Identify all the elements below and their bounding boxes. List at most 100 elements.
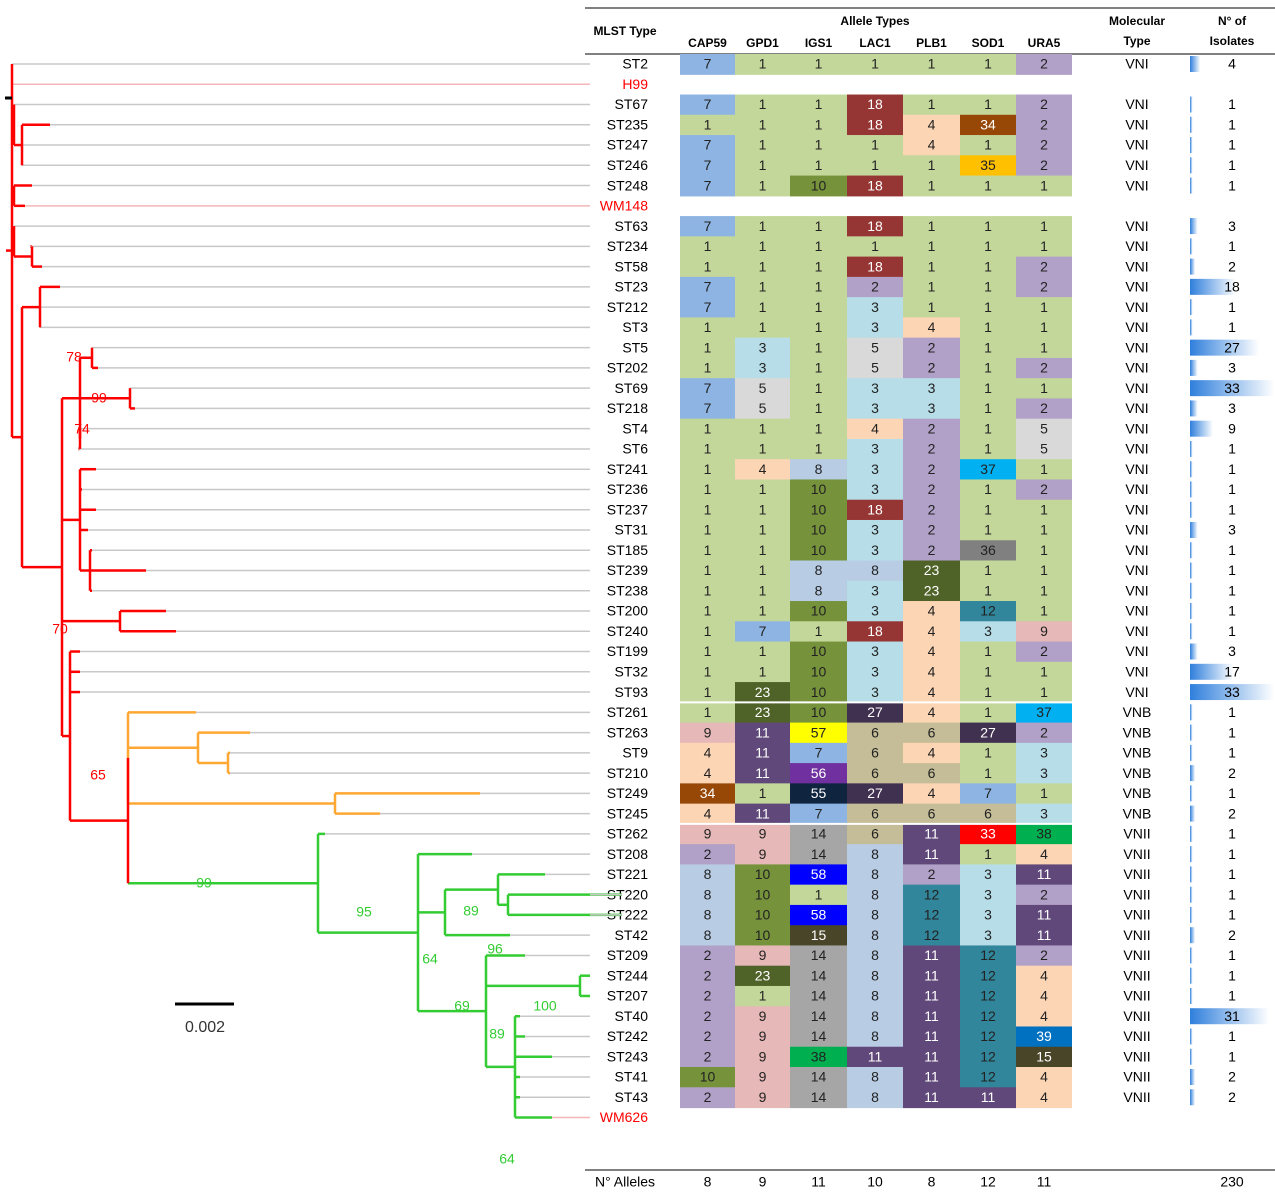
allele-cell xyxy=(1016,560,1072,582)
allele-value: 1 xyxy=(759,258,767,274)
allele-cell xyxy=(847,236,903,258)
allele-cell xyxy=(790,1087,847,1109)
allele-cell xyxy=(847,722,903,744)
allele-value: 8 xyxy=(871,967,879,983)
allele-value: 2 xyxy=(928,420,936,436)
allele-cell xyxy=(680,823,735,845)
isolate-bar xyxy=(1190,987,1193,1004)
allele-value: 1 xyxy=(815,400,823,416)
allele-cell xyxy=(735,641,790,663)
isolate-bar xyxy=(1190,603,1193,620)
isolate-count: 4 xyxy=(1228,56,1236,72)
allele-value: 1 xyxy=(815,116,823,132)
allele-cell xyxy=(680,1087,735,1109)
allele-value: 9 xyxy=(1040,623,1048,639)
allele-value: 1 xyxy=(704,643,712,659)
allele-value: 14 xyxy=(811,1028,827,1044)
allele-value: 1 xyxy=(871,56,879,72)
allele-value: 3 xyxy=(984,866,992,882)
allele-value: 2 xyxy=(928,339,936,355)
allele-cell xyxy=(903,884,960,906)
isolate-count: 1 xyxy=(1228,137,1236,153)
allele-cell xyxy=(680,945,735,967)
allele-cell xyxy=(903,1026,960,1048)
allele-value: 8 xyxy=(871,907,879,923)
allele-value: 9 xyxy=(759,1008,767,1024)
allele-cell xyxy=(847,763,903,784)
allele-value: 10 xyxy=(811,542,827,558)
allele-value: 36 xyxy=(980,542,996,558)
allele-value: 11 xyxy=(924,1089,939,1105)
allele-value: 1 xyxy=(704,319,712,335)
allele-value: 1 xyxy=(815,319,823,335)
allele-cell xyxy=(680,702,735,724)
allele-value: 2 xyxy=(928,866,936,882)
allele-count: 8 xyxy=(928,1174,936,1190)
allele-value: 39 xyxy=(1036,1028,1052,1044)
allele-cell xyxy=(790,418,847,440)
allele-value: 1 xyxy=(759,319,767,335)
gene-header: IGS1 xyxy=(805,36,833,50)
allele-value: 3 xyxy=(1040,745,1048,761)
allele-value: 9 xyxy=(704,826,712,842)
allele-cell xyxy=(960,499,1016,521)
allele-value: 8 xyxy=(704,907,712,923)
allele-cell xyxy=(735,601,790,622)
allele-cell xyxy=(680,884,735,906)
allele-cell xyxy=(903,661,960,683)
allele-cell xyxy=(960,357,1016,379)
allele-cell xyxy=(735,155,790,177)
allele-cell xyxy=(680,661,735,683)
allele-value: 1 xyxy=(704,603,712,619)
allele-cell xyxy=(680,378,735,400)
st-label: ST4 xyxy=(622,420,648,436)
allele-cell xyxy=(790,965,847,987)
allele-cell xyxy=(847,884,903,906)
isolate-bar xyxy=(1190,521,1198,538)
isolate-count: 1 xyxy=(1228,785,1236,801)
allele-cell xyxy=(1016,985,1072,1007)
allele-cell xyxy=(1016,641,1072,663)
isolate-bar xyxy=(1190,299,1193,316)
mlst-header: MLST Type xyxy=(593,24,656,38)
isolate-count: 3 xyxy=(1228,400,1236,416)
allele-cell xyxy=(1016,803,1072,825)
allele-cell xyxy=(960,398,1016,420)
allele-cell xyxy=(735,378,790,400)
allele-header: Allele Types xyxy=(840,14,909,28)
molecular-type: VNI xyxy=(1125,664,1148,680)
allele-cell xyxy=(1016,236,1072,258)
molecular-type: VNII xyxy=(1123,886,1150,902)
allele-value: 1 xyxy=(759,522,767,538)
allele-cell xyxy=(1016,904,1072,926)
allele-value: 11 xyxy=(755,805,770,821)
st-label: ST240 xyxy=(607,623,648,639)
st-label: ST5 xyxy=(622,339,648,355)
st-label: ST261 xyxy=(607,704,648,720)
allele-value: 2 xyxy=(928,360,936,376)
allele-cell xyxy=(847,1026,903,1048)
isolate-bar xyxy=(1190,744,1193,761)
allele-cell xyxy=(680,763,735,784)
allele-cell xyxy=(735,256,790,278)
allele-cell xyxy=(735,864,790,886)
allele-value: 14 xyxy=(811,1069,827,1085)
allele-cell xyxy=(960,844,1016,865)
isolate-bar xyxy=(1190,542,1193,559)
allele-cell xyxy=(903,236,960,258)
allele-value: 1 xyxy=(984,745,992,761)
allele-value: 11 xyxy=(755,724,770,740)
allele-cell xyxy=(790,276,847,298)
allele-cell xyxy=(1016,783,1072,805)
allele-cell xyxy=(960,580,1016,602)
allele-value: 8 xyxy=(871,886,879,902)
allele-value: 10 xyxy=(811,643,827,659)
allele-value: 1 xyxy=(815,380,823,396)
allele-value: 1 xyxy=(759,157,767,173)
st-label: ST248 xyxy=(607,177,648,193)
allele-cell xyxy=(680,479,735,501)
isolate-bar xyxy=(1190,116,1193,133)
allele-value: 1 xyxy=(759,501,767,517)
allele-value: 10 xyxy=(755,866,771,882)
